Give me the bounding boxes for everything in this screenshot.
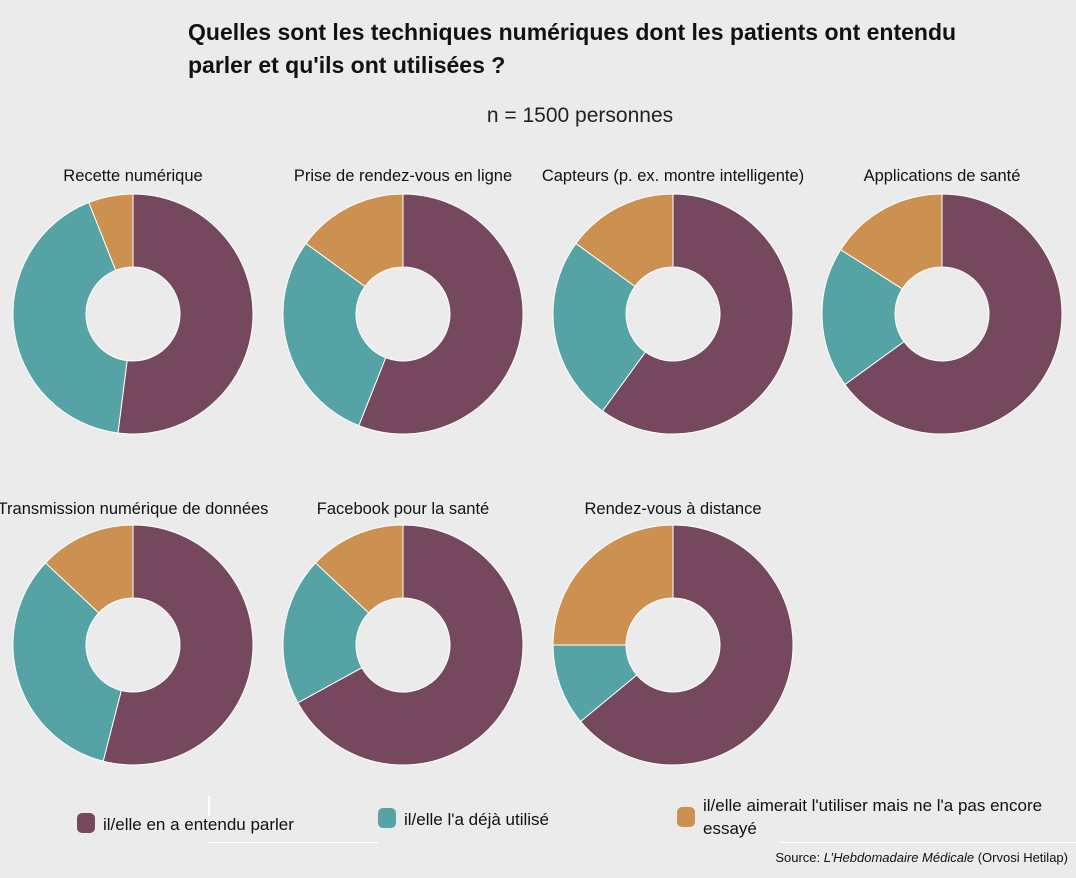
donut-slice-want: [88, 193, 134, 271]
donut-slice-used: [282, 562, 370, 704]
donut-title: Rendez-vous à distance: [584, 500, 761, 518]
donut-chart: Facebook pour la santé: [282, 500, 524, 766]
donut-slice-heard: [579, 524, 794, 766]
donut-slice-want: [44, 524, 134, 614]
donut-slice-heard: [102, 524, 254, 766]
donut-slice-want: [552, 524, 674, 646]
donut-chart: Rendez-vous à distance: [552, 500, 794, 766]
legend-swatch-want: [677, 807, 695, 827]
donut-slice-want: [575, 193, 674, 288]
donut-title: Transmission numérique de données: [0, 500, 268, 518]
source-publication: L’Hebdomadaire Médicale: [823, 850, 975, 865]
chart-title: Quelles sont les techniques numériques d…: [188, 19, 957, 78]
donut-slice-used: [282, 242, 387, 427]
donut-slice-want: [314, 524, 404, 614]
donut-title: Prise de rendez-vous en ligne: [294, 167, 512, 185]
legend-label-heard: il/elle en a entendu parler: [103, 815, 294, 834]
donut-chart: Transmission numérique de données: [0, 500, 268, 766]
sample-unit: personnes: [569, 104, 674, 127]
source-note: Source: L’Hebdomadaire Médicale (Orvosi …: [775, 850, 1068, 865]
donut-slice-want: [839, 193, 943, 290]
chart-subtitle: n = 1500 personnes: [0, 104, 1076, 128]
donut-slice-heard: [117, 193, 254, 435]
donut-slice-used: [12, 562, 122, 762]
donut-slice-heard: [601, 193, 794, 435]
donut-title: Facebook pour la santé: [317, 500, 489, 518]
donut-slice-used: [12, 201, 128, 434]
donut-slice-want: [305, 193, 404, 288]
legend-label-want: il/elle aimerait l'utiliser mais ne l'a …: [703, 796, 1043, 838]
donut-chart: Applications de santé: [821, 167, 1063, 435]
donut-slice-used: [552, 242, 647, 412]
donut-chart: Prise de rendez-vous en ligne: [282, 167, 524, 435]
donut-chart: Capteurs (p. ex. montre intelligente): [542, 167, 804, 435]
legend-swatch-heard: [77, 813, 95, 833]
donut-slice-heard: [358, 193, 524, 435]
donut-slice-used: [821, 249, 905, 386]
sample-size: n = 1500: [486, 104, 570, 127]
legend-swatch-used: [378, 808, 396, 828]
donut-title: Applications de santé: [864, 167, 1021, 185]
donut-slice-heard: [297, 524, 524, 766]
legend-label-used: il/elle l'a déjà utilisé: [404, 810, 549, 829]
donut-slice-heard: [844, 193, 1063, 435]
donut-title: Recette numérique: [63, 167, 202, 185]
donut-chart: Recette numérique: [12, 167, 254, 435]
donut-title: Capteurs (p. ex. montre intelligente): [542, 167, 804, 185]
